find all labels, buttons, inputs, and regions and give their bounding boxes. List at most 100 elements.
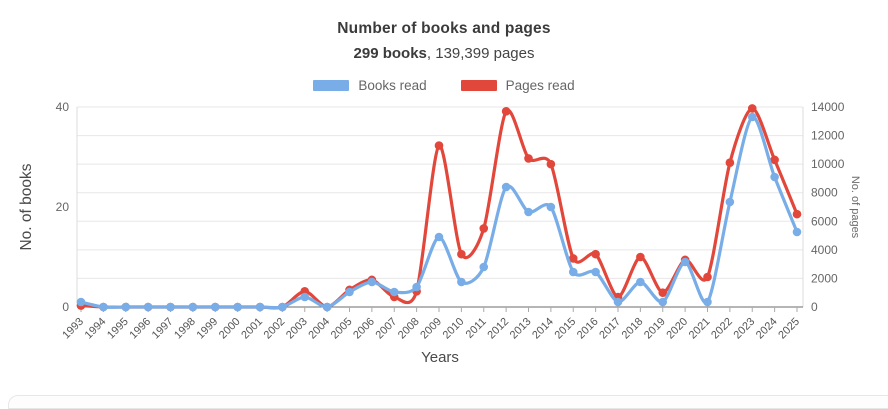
data-point-pages-read[interactable]	[658, 288, 668, 298]
y-axis-title-right: No. of pages	[849, 176, 861, 239]
data-point-books-read[interactable]	[278, 302, 287, 312]
data-point-books-read[interactable]	[747, 112, 757, 122]
data-point-books-read[interactable]	[680, 257, 690, 267]
data-point-pages-read[interactable]	[703, 272, 712, 282]
x-tick-label: 2018	[620, 316, 646, 342]
data-point-books-read[interactable]	[389, 287, 399, 297]
data-point-books-read[interactable]	[233, 302, 242, 312]
data-point-books-read[interactable]	[479, 262, 489, 272]
chart-header: Number of books and pages 299 books, 139…	[0, 0, 888, 93]
data-point-pages-read[interactable]	[546, 159, 556, 169]
x-tick-label: 2003	[284, 316, 310, 342]
x-tick-label: 2017	[597, 316, 623, 342]
x-tick-label: 2009	[418, 316, 444, 342]
data-point-pages-read[interactable]	[524, 154, 533, 163]
right-tick-label: 12000	[811, 129, 845, 143]
x-tick-label: 2012	[485, 316, 511, 342]
data-point-books-read[interactable]	[725, 197, 735, 207]
legend-item-books-read[interactable]: Books read	[313, 78, 427, 93]
x-tick-label: 2015	[553, 316, 579, 342]
data-point-books-read[interactable]	[524, 207, 533, 217]
legend-label-pages-read: Pages read	[505, 78, 575, 93]
data-point-books-read[interactable]	[792, 227, 802, 237]
left-tick-label: 20	[56, 200, 70, 214]
data-point-books-read[interactable]	[322, 302, 332, 312]
data-point-books-read[interactable]	[76, 297, 86, 307]
x-tick-label: 2024	[754, 316, 780, 342]
data-point-books-read[interactable]	[412, 282, 421, 292]
x-tick-label: 2021	[687, 316, 713, 342]
data-point-books-read[interactable]	[591, 267, 600, 277]
x-tick-label: 1998	[172, 316, 198, 342]
data-point-pages-read[interactable]	[434, 141, 444, 150]
right-tick-label: 8000	[811, 186, 838, 200]
x-tick-label: 2005	[329, 316, 355, 342]
data-point-books-read[interactable]	[770, 172, 779, 182]
data-point-pages-read[interactable]	[792, 209, 802, 219]
data-point-books-read[interactable]	[636, 277, 645, 287]
x-tick-label: 2019	[642, 316, 668, 342]
data-point-pages-read[interactable]	[591, 249, 600, 259]
x-tick-label: 2013	[508, 316, 534, 342]
x-tick-label: 2010	[441, 316, 467, 342]
x-tick-label: 2020	[664, 316, 690, 342]
data-point-books-read[interactable]	[300, 292, 310, 302]
data-point-books-read[interactable]	[703, 297, 712, 307]
x-tick-label: 2006	[351, 316, 377, 342]
x-tick-label: 2014	[530, 316, 556, 342]
data-point-pages-read[interactable]	[479, 224, 489, 233]
data-point-books-read[interactable]	[345, 287, 354, 297]
x-tick-label: 1996	[127, 316, 153, 342]
y-axis-title-left: No. of books	[18, 163, 35, 250]
chart-subtitle: 299 books, 139,399 pages	[0, 45, 888, 62]
right-tick-label: 2000	[811, 271, 838, 285]
next-card-top-edge	[8, 395, 888, 409]
data-point-books-read[interactable]	[613, 297, 623, 307]
x-tick-label: 2011	[464, 316, 489, 341]
x-tick-label: 1994	[83, 316, 109, 342]
data-point-pages-read[interactable]	[457, 249, 466, 259]
data-point-books-read[interactable]	[568, 267, 578, 277]
data-point-pages-read[interactable]	[501, 106, 511, 116]
right-tick-label: 10000	[811, 157, 845, 171]
x-tick-label: 2002	[262, 316, 288, 342]
data-point-books-read[interactable]	[434, 232, 444, 242]
x-tick-label: 2022	[709, 316, 735, 342]
x-axis-title: Years	[421, 349, 459, 366]
books-read-swatch	[313, 80, 350, 91]
x-tick-label: 2000	[217, 316, 243, 342]
data-point-books-read[interactable]	[501, 182, 511, 192]
data-point-books-read[interactable]	[210, 302, 220, 312]
data-point-books-read[interactable]	[121, 302, 131, 312]
data-point-pages-read[interactable]	[770, 155, 779, 165]
x-tick-label: 1997	[150, 316, 176, 342]
data-point-pages-read[interactable]	[725, 158, 735, 168]
x-tick-label: 1999	[195, 316, 221, 342]
data-point-books-read[interactable]	[367, 277, 377, 287]
data-point-books-read[interactable]	[457, 277, 466, 287]
x-tick-label: 1993	[60, 316, 86, 342]
right-tick-label: 0	[811, 300, 818, 314]
data-point-pages-read[interactable]	[568, 254, 578, 263]
data-point-books-read[interactable]	[658, 297, 668, 307]
data-point-books-read[interactable]	[546, 202, 556, 212]
right-tick-label: 14000	[811, 100, 845, 114]
data-point-books-read[interactable]	[255, 302, 265, 312]
legend-item-pages-read[interactable]: Pages read	[460, 78, 575, 93]
legend-label-books-read: Books read	[358, 78, 427, 93]
right-tick-label: 6000	[811, 214, 838, 228]
data-point-books-read[interactable]	[188, 302, 198, 312]
x-tick-label: 2016	[575, 316, 601, 342]
chart-title: Number of books and pages	[337, 20, 551, 37]
pages-read-swatch	[460, 80, 497, 91]
x-tick-label: 2001	[239, 316, 265, 342]
data-point-books-read[interactable]	[143, 302, 153, 312]
x-tick-label: 2008	[396, 316, 422, 342]
right-tick-label: 4000	[811, 243, 838, 257]
data-point-pages-read[interactable]	[747, 104, 757, 113]
data-point-books-read[interactable]	[99, 302, 108, 312]
data-point-books-read[interactable]	[166, 302, 175, 312]
data-point-pages-read[interactable]	[636, 252, 645, 262]
